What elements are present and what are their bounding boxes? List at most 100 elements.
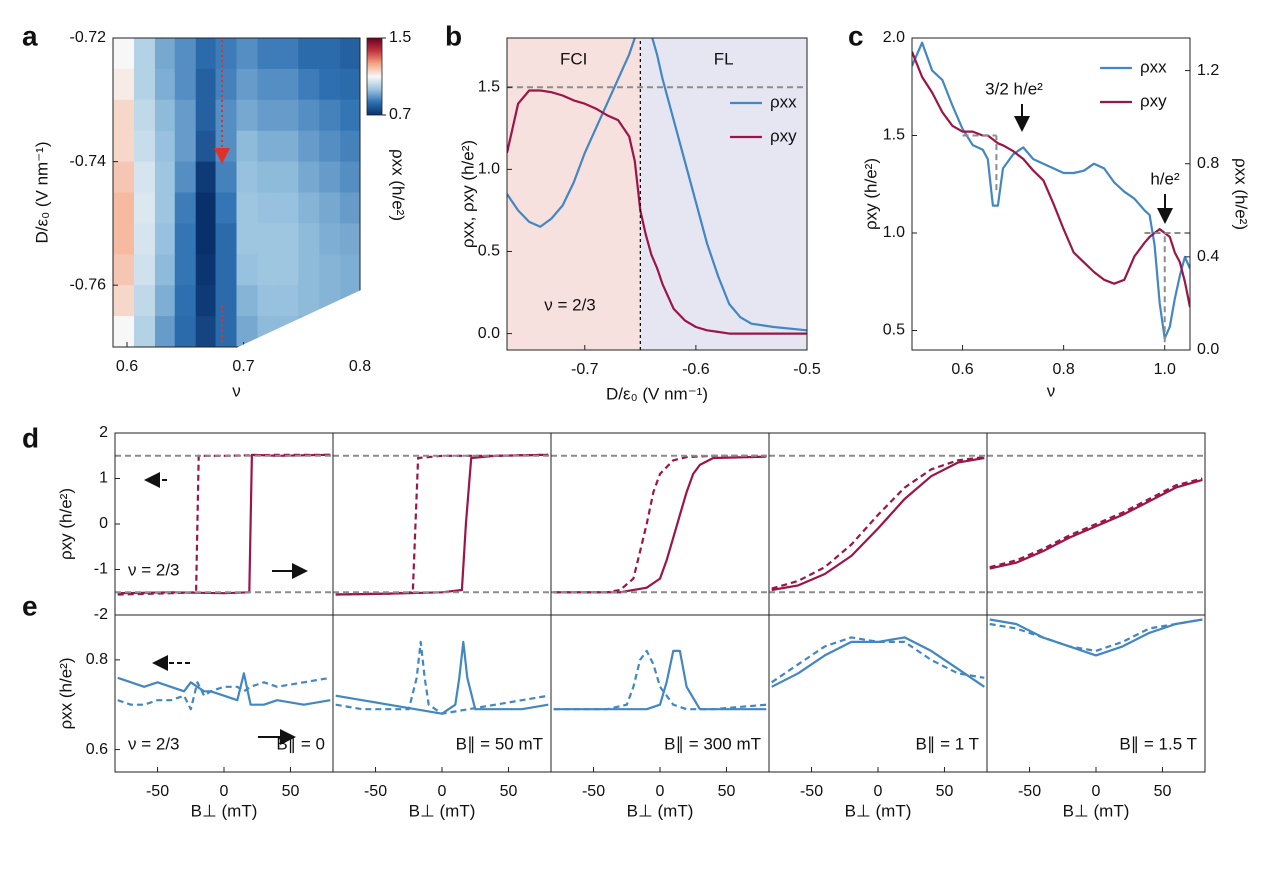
heatmap-cell — [195, 254, 218, 286]
heatmap-cell — [278, 68, 300, 101]
heatmap-cell — [278, 130, 300, 163]
heatmap-cell — [113, 161, 135, 193]
colorbar-tick-label: 0.7 — [389, 106, 411, 123]
panel-label: d — [22, 422, 39, 453]
heatmap-cell — [113, 316, 135, 347]
annotation: ν = 2/3 — [128, 560, 180, 579]
y-tick-label: 1.5 — [883, 127, 905, 144]
heatmap-cell — [257, 130, 279, 163]
x-tick-label: 0.6 — [116, 358, 138, 375]
y-tick-label: 1 — [99, 470, 108, 487]
heatmap-cell — [236, 130, 258, 163]
y-tick-label: 1.0 — [883, 224, 905, 241]
heatmap-cell — [319, 130, 341, 163]
heatmap-cell — [195, 130, 218, 163]
series-line — [912, 51, 1190, 308]
heatmap-cell — [113, 254, 135, 286]
y2-tick-label: 0.8 — [1197, 155, 1219, 172]
x-tick-label: 50 — [282, 783, 300, 800]
heatmap-cell — [257, 38, 279, 70]
annotation: B∥ = 1.5 T — [1119, 734, 1197, 753]
heatmap-cell — [257, 285, 279, 317]
x-tick-label: 0 — [874, 783, 883, 800]
plot-frame — [112, 37, 361, 348]
heatmap-cell — [174, 192, 197, 224]
heatmap-cell — [319, 68, 341, 101]
x-tick-label: -50 — [146, 783, 169, 800]
series-line — [771, 636, 985, 684]
heatmap-cell — [113, 285, 135, 317]
heatmap-cell — [236, 316, 258, 347]
heatmap-cell — [195, 192, 218, 224]
y-tick-label: 1.5 — [478, 78, 500, 95]
heatmap-cell — [174, 68, 197, 101]
y-tick-label: 0.6 — [86, 741, 108, 758]
heatmap-cell — [298, 99, 320, 132]
heatmap-cell — [257, 68, 279, 101]
heatmap-cell — [278, 161, 300, 193]
panel-label: e — [22, 590, 38, 621]
heatmap-cell — [278, 99, 300, 132]
series-line — [553, 649, 767, 711]
heatmap-cell — [236, 285, 258, 317]
heatmap-cell — [195, 38, 218, 70]
heatmap-cell — [133, 192, 156, 224]
heatmap-cell — [195, 68, 218, 101]
colorbar — [366, 37, 383, 116]
y-tick-label: 0.5 — [883, 322, 905, 339]
heatmap-cell — [174, 99, 197, 132]
x-tick-label: 1.0 — [1154, 361, 1176, 378]
blank-wedge — [236, 290, 361, 348]
series-line — [507, 89, 807, 335]
heatmap-cell — [215, 99, 237, 132]
heatmap-cell — [133, 223, 156, 255]
x-axis-label: B⊥ (mT) — [627, 801, 694, 820]
x-tick-label: 0.8 — [349, 358, 371, 375]
heatmap-cell — [154, 68, 177, 101]
heatmap-cell — [319, 38, 341, 70]
heatmap-cell — [319, 223, 341, 255]
heatmap-cell — [133, 316, 156, 347]
heatmap-cell — [154, 254, 177, 286]
x-tick-label: 50 — [936, 783, 954, 800]
series-line — [771, 636, 985, 688]
y2-tick-label: 0.0 — [1197, 341, 1219, 358]
heatmap-cell — [133, 130, 156, 163]
x-axis-label: B⊥ (mT) — [845, 801, 912, 820]
heatmap-cell — [215, 161, 237, 193]
series-line — [553, 454, 767, 594]
y-tick-label: -0.76 — [70, 276, 107, 293]
heatmap-cell — [236, 68, 258, 101]
x-axis-label: ν — [232, 381, 241, 400]
heatmap-cell — [298, 254, 320, 286]
x-axis-label: B⊥ (mT) — [409, 801, 476, 820]
y-axis-label: ρxy (h/e²) — [861, 158, 880, 230]
heatmap-cell — [133, 161, 156, 193]
y-tick-label: 1.0 — [478, 161, 500, 178]
heatmap-cell — [340, 161, 360, 193]
heatmap-cell — [319, 254, 341, 286]
x-axis-label: B⊥ (mT) — [1063, 801, 1130, 820]
y-axis-label: ρxy (h/e²) — [56, 488, 75, 560]
heatmap-cell — [113, 68, 135, 101]
heatmap-cell — [174, 130, 197, 163]
heatmap-cell — [298, 68, 320, 101]
heatmap-cell — [133, 38, 156, 70]
heatmap-cell — [113, 223, 135, 255]
y-tick-label: -0.72 — [70, 29, 107, 46]
annotation: B∥ = 300 mT — [664, 734, 761, 753]
heatmap-cell — [195, 161, 218, 193]
heatmap-cell — [154, 99, 177, 132]
panel-label: a — [22, 20, 38, 51]
heatmap-cell — [257, 161, 279, 193]
heatmap-cell — [154, 285, 177, 317]
y-axis-label: ρxx, ρxy (h/e²) — [458, 140, 477, 248]
heatmap-cell — [133, 68, 156, 101]
series-line — [989, 618, 1203, 652]
heatmap-cell — [133, 99, 156, 132]
heatmap-cell — [215, 38, 237, 70]
y2-tick-label: 0.4 — [1197, 248, 1219, 265]
heatmap-cell — [215, 223, 237, 255]
